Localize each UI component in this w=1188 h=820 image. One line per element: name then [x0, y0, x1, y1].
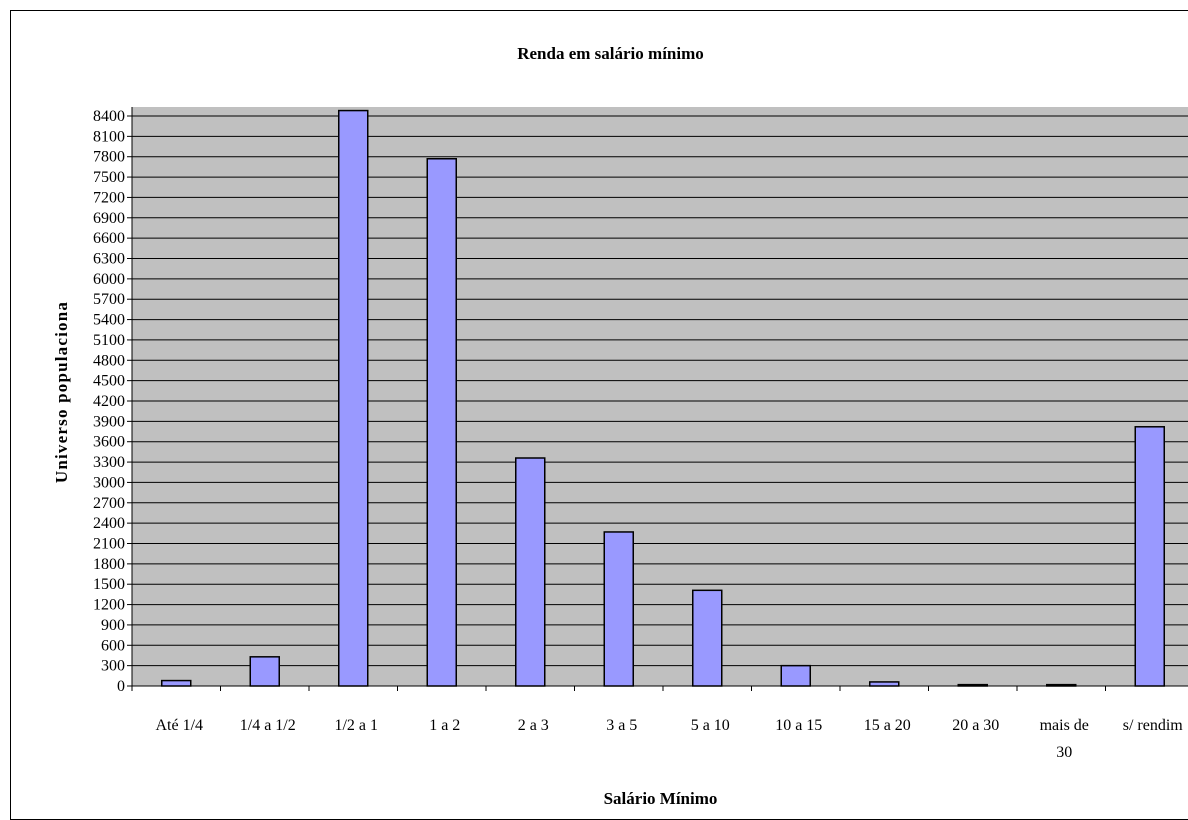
y-tick-label: 2100: [93, 536, 125, 553]
bar: [515, 457, 546, 687]
bar: [692, 589, 723, 687]
y-tick-label: 6900: [93, 210, 125, 227]
bar: [603, 531, 634, 687]
y-tick-label: 7500: [93, 169, 125, 186]
plot-area: [132, 107, 1188, 686]
x-tick-label: 30: [1056, 744, 1072, 761]
y-tick-label: 5400: [93, 312, 125, 329]
bar: [161, 679, 192, 687]
x-tick-label: 1/4 a 1/2: [240, 717, 296, 734]
chart-title: Renda em salário mínimo: [517, 44, 704, 63]
bar: [1134, 426, 1165, 687]
y-tick-label: 600: [101, 637, 125, 654]
y-tick-label: 7200: [93, 189, 125, 206]
bar: [338, 109, 369, 687]
bar: [780, 664, 811, 687]
y-tick-label: 3600: [93, 434, 125, 451]
x-tick-label: 1 a 2: [429, 717, 460, 734]
y-tick-label: 5100: [93, 332, 125, 349]
bar: [249, 656, 280, 687]
y-tick-label: 0: [117, 678, 125, 695]
y-tick-label: 4800: [93, 352, 125, 369]
y-tick-label: 4200: [93, 393, 125, 410]
y-tick-label: 6300: [93, 251, 125, 268]
x-tick-label: 5 a 10: [691, 717, 730, 734]
y-tick-label: 2700: [93, 495, 125, 512]
y-tick-label: 7800: [93, 149, 125, 166]
y-tick-label: 2400: [93, 515, 125, 532]
x-tick-label: 1/2 a 1: [334, 717, 378, 734]
y-tick-label: 8100: [93, 128, 125, 145]
x-tick-label: 2 a 3: [518, 717, 549, 734]
x-axis-title: Salário Mínimo: [603, 789, 718, 808]
y-tick-label: 3000: [93, 474, 125, 491]
y-tick-label: 900: [101, 617, 125, 634]
y-tick-label: 6000: [93, 271, 125, 288]
x-tick-label: mais de: [1040, 717, 1089, 734]
y-tick-label: 1200: [93, 597, 125, 614]
y-tick-label: 1500: [93, 576, 125, 593]
y-tick-label: 5700: [93, 291, 125, 308]
x-tick-label: 20 a 30: [952, 717, 999, 734]
y-tick-label: 4500: [93, 373, 125, 390]
y-tick-label: 6600: [93, 230, 125, 247]
x-tick-label: 15 a 20: [864, 717, 911, 734]
y-tick-label: 8400: [93, 108, 125, 125]
y-tick-label: 3300: [93, 454, 125, 471]
x-tick-label: s/ rendim: [1123, 717, 1184, 734]
x-tick-label: 10 a 15: [775, 717, 822, 734]
x-tick-label: 3 a 5: [606, 717, 637, 734]
x-tick-label: Até 1/4: [155, 717, 203, 734]
y-tick-label: 3900: [93, 413, 125, 430]
y-tick-label: 1800: [93, 556, 125, 573]
y-tick-label: 300: [101, 658, 125, 675]
bar: [426, 158, 457, 687]
bar: [869, 681, 900, 687]
